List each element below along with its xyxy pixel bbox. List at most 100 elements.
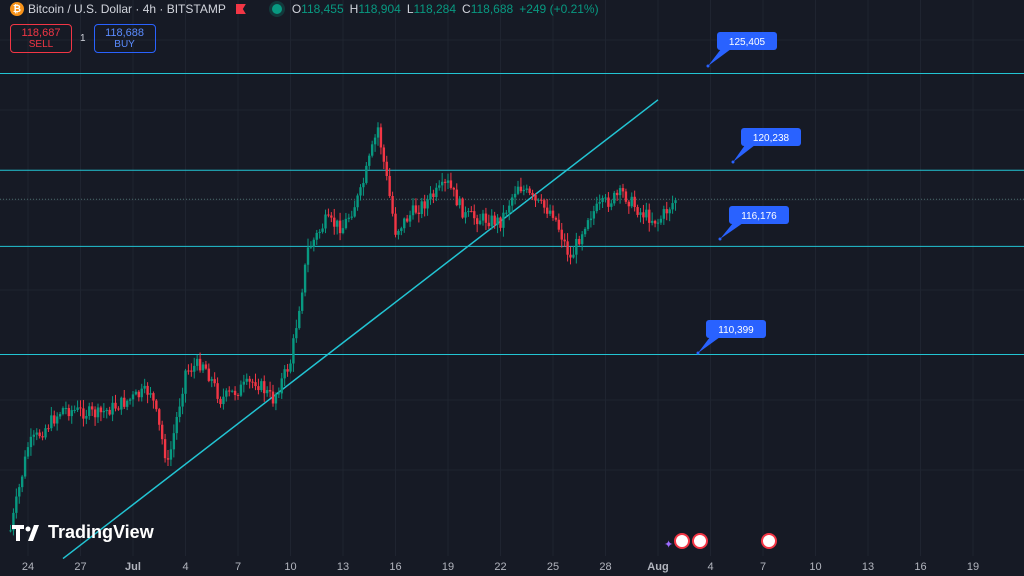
candle-body [160, 424, 164, 440]
price-label-anchor [718, 237, 722, 241]
candle-body [365, 165, 368, 183]
candle-body [312, 239, 316, 247]
candle-body [265, 390, 269, 394]
candle-body [522, 189, 526, 192]
candle-body [268, 390, 272, 392]
candle-body [610, 203, 613, 207]
price-label-pointer [733, 145, 755, 162]
x-tick-label: 16 [389, 561, 401, 573]
candle-body [543, 200, 546, 208]
candle-body [376, 127, 380, 138]
candle-body [111, 402, 114, 415]
level-labels[interactable]: 125,405 120,238 116,176 110,399 [696, 32, 802, 355]
price-label-anchor [696, 351, 700, 355]
candle-body [557, 219, 561, 230]
open-label: O [291, 2, 302, 16]
low-label: L [406, 2, 414, 16]
price-label[interactable]: 116,176 [718, 206, 790, 241]
candle-body [20, 476, 24, 488]
candle-body [621, 188, 625, 192]
market-status-icon[interactable] [271, 4, 282, 14]
open-value: 118,455 [301, 2, 344, 16]
candle-body [575, 238, 578, 255]
candle-body [172, 433, 176, 450]
tradingview-logo[interactable]: TradingView [12, 522, 154, 543]
sell-button[interactable]: 118,687 SELL [10, 24, 72, 53]
candle-body [93, 409, 97, 418]
candle-body [583, 228, 587, 235]
x-tick-label: 19 [442, 561, 454, 573]
buy-button[interactable]: 118,688 BUY [93, 24, 156, 53]
candle-body [525, 188, 528, 190]
candle-body [493, 215, 496, 225]
candle-body [90, 406, 94, 410]
candle-body [650, 220, 654, 223]
candle-body [370, 144, 374, 156]
candle-body [76, 407, 79, 410]
candle-body [356, 195, 359, 208]
candle-body [452, 187, 456, 190]
candle-body [303, 264, 307, 293]
candle-body [528, 188, 531, 193]
candle-body [82, 408, 85, 419]
candle-body [105, 409, 108, 412]
x-tick-label: 7 [235, 561, 241, 573]
candle-body [662, 209, 666, 219]
x-tick-label: 10 [284, 561, 296, 573]
price-label-anchor [706, 64, 710, 68]
candle-body [674, 200, 677, 204]
event-flag-icon[interactable] [692, 533, 708, 549]
trendline-line [62, 99, 659, 560]
price-label[interactable]: 120,238 [731, 128, 802, 164]
price-label-box [729, 206, 789, 224]
candle-body [435, 187, 438, 198]
candle-body [516, 186, 520, 194]
candle-body [417, 212, 421, 215]
candle-body [487, 222, 491, 227]
candle-body [9, 530, 12, 532]
candle-body [315, 232, 318, 240]
candle-body [671, 203, 674, 210]
event-flag-icon[interactable] [761, 533, 777, 549]
candle-body [656, 222, 660, 224]
x-tick-label: 28 [599, 561, 611, 573]
candle-body [598, 202, 601, 204]
spread-value: 1 [80, 33, 86, 44]
candle-body [26, 447, 30, 457]
candle-body [490, 215, 493, 227]
candle-body [563, 239, 566, 242]
candle-body [134, 391, 138, 395]
x-tick-label: 27 [74, 561, 86, 573]
trendline[interactable] [62, 99, 659, 560]
symbol-title[interactable]: Bitcoin / U.S. Dollar · 4h · BITSTAMP [28, 2, 226, 16]
candle-body [455, 189, 458, 206]
candle-body [292, 338, 295, 364]
price-label[interactable]: 125,405 [706, 32, 778, 68]
candle-body [653, 220, 657, 224]
price-label[interactable]: 110,399 [696, 320, 767, 355]
buy-label: BUY [114, 38, 135, 50]
close-value: 118,688 [470, 2, 514, 16]
candle-body [67, 408, 71, 417]
economic-events[interactable]: ✦ [664, 533, 777, 551]
candle-body [47, 428, 50, 430]
price-label-text: 110,399 [718, 325, 754, 336]
x-tick-label: 13 [337, 561, 349, 573]
candle-body [566, 241, 569, 255]
candle-body [73, 409, 76, 411]
event-flag-icon[interactable] [674, 533, 690, 549]
candle-body [15, 496, 18, 513]
candle-body [648, 209, 651, 223]
candle-body [578, 238, 581, 245]
candle-body [35, 432, 38, 435]
horizontal-levels[interactable] [0, 73, 1024, 355]
candle-body [88, 406, 91, 416]
candle-body [394, 213, 397, 235]
x-tick-label: Aug [647, 561, 668, 573]
flag-icon[interactable] [235, 4, 246, 14]
candle-body [379, 127, 383, 148]
candle-body [513, 193, 517, 198]
candle-body [569, 254, 572, 258]
candle-body [178, 406, 181, 417]
